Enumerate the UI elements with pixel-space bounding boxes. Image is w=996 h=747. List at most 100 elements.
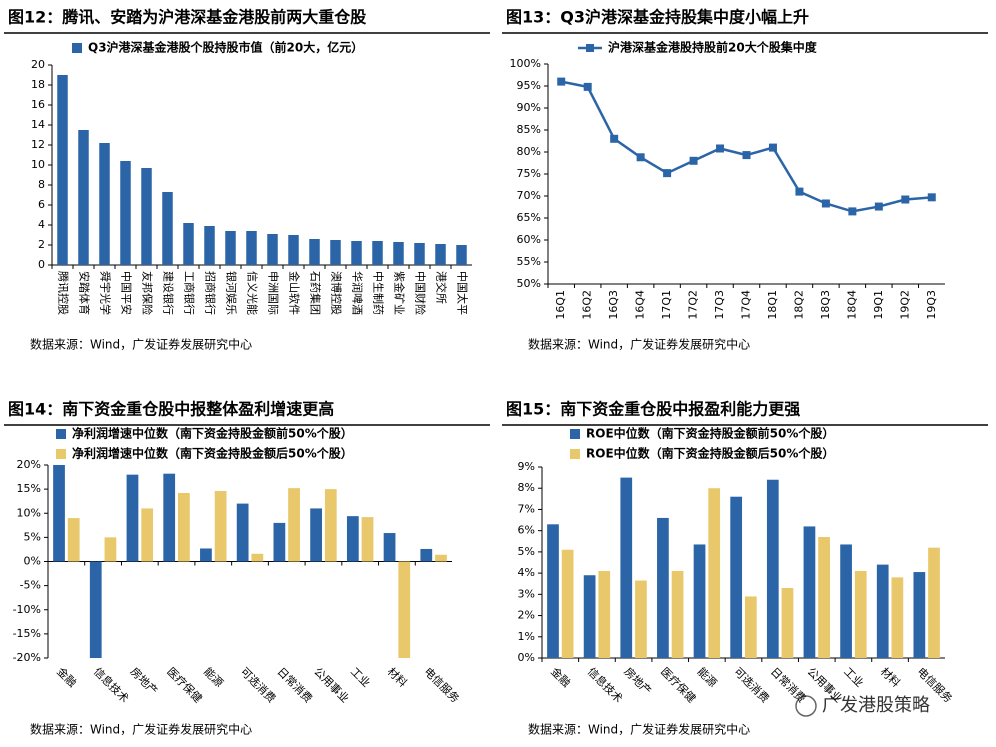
y-tick-label: -10% bbox=[13, 603, 41, 616]
y-tick-label: 20 bbox=[31, 58, 45, 71]
x-tick-label: 中国财险 bbox=[414, 271, 428, 315]
x-tick-label: 医疗保健 bbox=[164, 664, 205, 705]
bar bbox=[214, 491, 227, 562]
x-tick-label: 中国平安 bbox=[120, 271, 134, 315]
point bbox=[874, 202, 883, 211]
y-tick-label: 10% bbox=[17, 506, 41, 519]
bar bbox=[178, 492, 190, 562]
bar bbox=[346, 516, 359, 562]
bar bbox=[141, 508, 154, 562]
bar bbox=[372, 241, 383, 265]
watermark-icon bbox=[795, 695, 817, 717]
line bbox=[560, 80, 932, 213]
bar bbox=[414, 243, 425, 265]
x-tick-label: 17Q3 bbox=[713, 290, 726, 320]
x-tick-label: 日常消费 bbox=[768, 664, 809, 705]
x-tick-label: 申洲国际 bbox=[267, 271, 280, 315]
x-tick-label: 17Q4 bbox=[740, 290, 753, 320]
point bbox=[716, 144, 725, 153]
x-tick-label: 能源 bbox=[201, 664, 226, 689]
point bbox=[583, 82, 592, 91]
x-tick-label: 中生制药 bbox=[372, 271, 386, 315]
y-tick-label: 4% bbox=[518, 566, 535, 579]
source-note: 数据来源：Wind，广发证券发展研究中心 bbox=[528, 337, 750, 352]
x-tick-label: 19Q2 bbox=[898, 290, 911, 320]
x-tick-label: 信息技术 bbox=[585, 664, 626, 705]
bar bbox=[547, 524, 559, 658]
point bbox=[901, 195, 910, 204]
bar bbox=[57, 75, 68, 265]
x-tick-label: 17Q2 bbox=[687, 290, 700, 320]
legend-swatch bbox=[56, 429, 66, 439]
source-note: 数据来源：Wind，广发证券发展研究中心 bbox=[528, 722, 750, 737]
y-tick-label: 60% bbox=[517, 233, 541, 246]
bar bbox=[657, 517, 669, 658]
x-tick-label: 16Q4 bbox=[634, 290, 647, 320]
x-tick-label: 17Q1 bbox=[660, 290, 673, 320]
point bbox=[768, 143, 777, 152]
bar bbox=[163, 473, 176, 562]
bar bbox=[766, 479, 779, 658]
y-tick-label: 8% bbox=[518, 481, 535, 494]
chart-title: 图15：南下资金重仓股中报盈利能力更强 bbox=[506, 400, 800, 419]
bar bbox=[398, 561, 411, 658]
legend-label: 沪港深基金港股持股前20大个股集中度 bbox=[608, 40, 818, 55]
bar bbox=[310, 508, 322, 562]
y-tick-label: 6% bbox=[518, 524, 535, 537]
x-tick-label: 友邦保险 bbox=[141, 271, 155, 315]
x-tick-label: 安踏体育 bbox=[78, 271, 92, 315]
x-tick-label: 腾讯控股 bbox=[57, 271, 71, 315]
bar bbox=[744, 596, 757, 658]
bar bbox=[583, 575, 596, 658]
bar bbox=[598, 570, 611, 658]
bar bbox=[435, 554, 447, 562]
chart-panel: 图13：Q3沪港深基金持股集中度小幅上升数据来源：Wind，广发证券发展研究中心… bbox=[502, 8, 988, 352]
bar bbox=[200, 548, 212, 562]
y-tick-label: 0% bbox=[518, 651, 535, 664]
y-tick-label: 15% bbox=[17, 482, 41, 495]
bar bbox=[561, 549, 574, 658]
legend-swatch bbox=[570, 429, 580, 439]
legend-swatch bbox=[570, 449, 580, 459]
x-tick-label: 16Q1 bbox=[554, 290, 567, 320]
legend-label: ROE中位数（南下资金持股金额前50%个股） bbox=[586, 426, 834, 441]
bar bbox=[309, 239, 320, 265]
bar bbox=[324, 489, 337, 562]
x-tick-label: 电信服务 bbox=[421, 665, 461, 705]
y-tick-label: 10 bbox=[31, 158, 45, 171]
bar bbox=[53, 465, 65, 562]
y-tick-label: 5% bbox=[24, 530, 41, 543]
x-tick-label: 工业 bbox=[841, 665, 866, 690]
watermark-text: 广发港股策略 bbox=[822, 695, 930, 716]
legend-label: 净利润增速中位数（南下资金持股金额后50%个股） bbox=[72, 446, 353, 461]
legend-label: 净利润增速中位数（南下资金持股金额前50%个股） bbox=[72, 426, 353, 441]
y-tick-label: 80% bbox=[517, 145, 541, 158]
y-tick-label: 8 bbox=[38, 178, 45, 191]
y-tick-label: 6 bbox=[38, 198, 45, 211]
x-tick-label: 18Q2 bbox=[792, 290, 805, 320]
chart-panel: 图12：腾讯、安踏为沪港深基金港股前两大重仓股数据来源：Wind，广发证券发展研… bbox=[4, 8, 490, 352]
legend-label: ROE中位数（南下资金持股金额后50%个股） bbox=[586, 446, 834, 461]
x-tick-label: 石药集团 bbox=[309, 271, 323, 315]
point bbox=[663, 169, 672, 178]
y-tick-label: 0% bbox=[24, 555, 41, 568]
x-tick-label: 能源 bbox=[695, 664, 720, 689]
bar bbox=[435, 244, 446, 265]
bar bbox=[67, 518, 80, 562]
bar bbox=[351, 241, 362, 265]
x-tick-label: 工商银行 bbox=[183, 271, 197, 315]
bar bbox=[162, 192, 173, 265]
x-tick-label: 医疗保健 bbox=[658, 664, 699, 705]
bar bbox=[620, 477, 633, 658]
bar bbox=[251, 553, 264, 562]
bar bbox=[204, 226, 215, 265]
bar bbox=[730, 496, 743, 658]
x-tick-label: 18Q3 bbox=[819, 290, 832, 320]
point bbox=[742, 151, 751, 160]
bar bbox=[288, 488, 300, 562]
x-tick-label: 房地产 bbox=[128, 664, 161, 697]
y-tick-label: 100% bbox=[510, 57, 541, 70]
x-tick-label: 建设银行 bbox=[162, 271, 176, 315]
source-note: 数据来源：Wind，广发证券发展研究中心 bbox=[30, 722, 252, 737]
